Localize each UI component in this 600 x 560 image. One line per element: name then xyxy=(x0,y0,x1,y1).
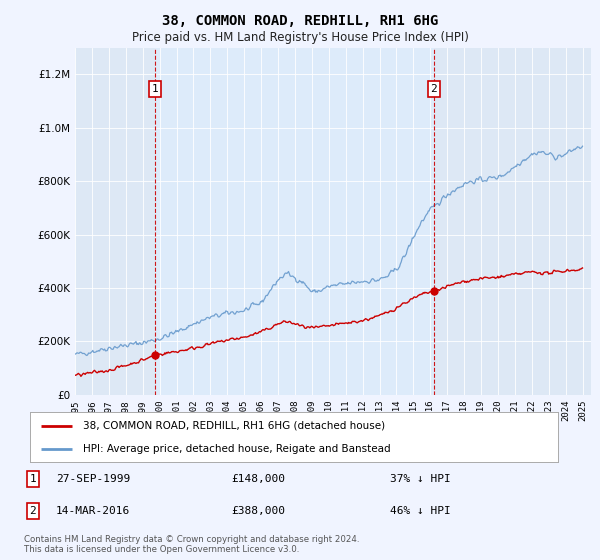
Text: £388,000: £388,000 xyxy=(231,506,285,516)
Text: 2: 2 xyxy=(29,506,37,516)
Text: 1: 1 xyxy=(29,474,37,484)
Text: 46% ↓ HPI: 46% ↓ HPI xyxy=(389,506,451,516)
Text: 38, COMMON ROAD, REDHILL, RH1 6HG: 38, COMMON ROAD, REDHILL, RH1 6HG xyxy=(162,14,438,28)
Text: 14-MAR-2016: 14-MAR-2016 xyxy=(56,506,130,516)
Text: 38, COMMON ROAD, REDHILL, RH1 6HG (detached house): 38, COMMON ROAD, REDHILL, RH1 6HG (detac… xyxy=(83,421,385,431)
Text: 1: 1 xyxy=(152,84,158,94)
Text: HPI: Average price, detached house, Reigate and Banstead: HPI: Average price, detached house, Reig… xyxy=(83,445,391,454)
Text: Price paid vs. HM Land Registry's House Price Index (HPI): Price paid vs. HM Land Registry's House … xyxy=(131,31,469,44)
Bar xyxy=(155,48,434,395)
Text: £148,000: £148,000 xyxy=(231,474,285,484)
Text: Contains HM Land Registry data © Crown copyright and database right 2024.
This d: Contains HM Land Registry data © Crown c… xyxy=(24,535,359,554)
Text: 37% ↓ HPI: 37% ↓ HPI xyxy=(389,474,451,484)
Text: 27-SEP-1999: 27-SEP-1999 xyxy=(56,474,130,484)
Text: 2: 2 xyxy=(430,84,437,94)
